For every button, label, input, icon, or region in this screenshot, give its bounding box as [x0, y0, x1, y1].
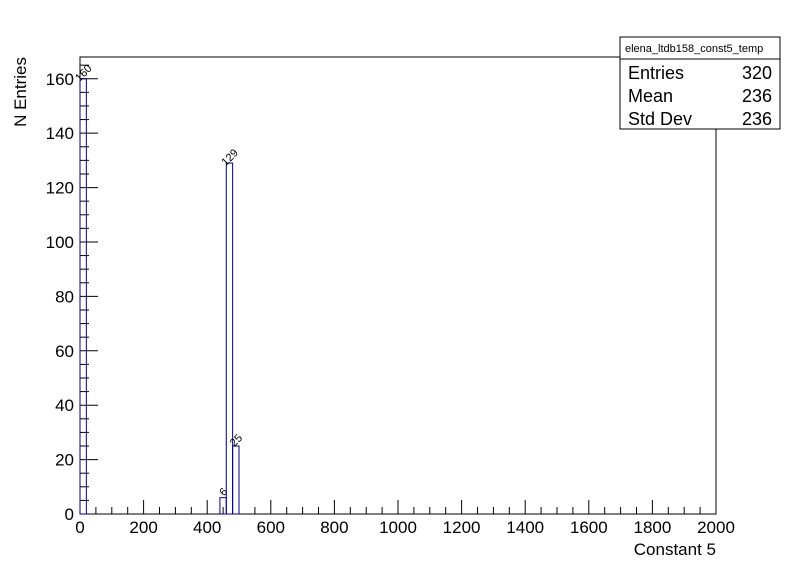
x-tick-label: 1000 [379, 518, 417, 537]
stats-label: Std Dev [628, 109, 692, 129]
stats-title: elena_ltdb158_const5_temp [625, 43, 763, 55]
stats-label: Mean [628, 86, 673, 106]
y-tick-label: 80 [55, 287, 74, 306]
x-tick-label: 1400 [506, 518, 544, 537]
x-tick-label: 1800 [633, 518, 671, 537]
histogram-bar [79, 78, 87, 515]
x-axis-label: Constant 5 [634, 540, 716, 559]
y-tick-label: 60 [55, 342, 74, 361]
y-tick-label: 120 [46, 179, 74, 198]
stats-box [619, 36, 781, 130]
x-tick-label: 0 [75, 518, 84, 537]
y-tick-label: 100 [46, 233, 74, 252]
x-tick-label: 600 [257, 518, 285, 537]
y-tick-label: 140 [46, 124, 74, 143]
stats-value: 320 [742, 63, 772, 83]
y-tick-label: 0 [65, 505, 74, 524]
y-tick-label: 160 [46, 70, 74, 89]
y-tick-label: 20 [55, 451, 74, 470]
x-tick-label: 1200 [443, 518, 481, 537]
x-tick-label: 1600 [570, 518, 608, 537]
stats-label: Entries [628, 63, 684, 83]
histogram-bar [225, 162, 234, 515]
x-tick-label: 200 [129, 518, 157, 537]
histogram-bar [232, 445, 240, 515]
x-tick-label: 2000 [697, 518, 735, 537]
y-tick-label: 40 [55, 396, 74, 415]
stats-value: 236 [742, 86, 772, 106]
y-axis-label: N Entries [11, 57, 30, 127]
x-tick-label: 400 [193, 518, 221, 537]
stats-value: 236 [742, 109, 772, 129]
x-tick-label: 800 [320, 518, 348, 537]
